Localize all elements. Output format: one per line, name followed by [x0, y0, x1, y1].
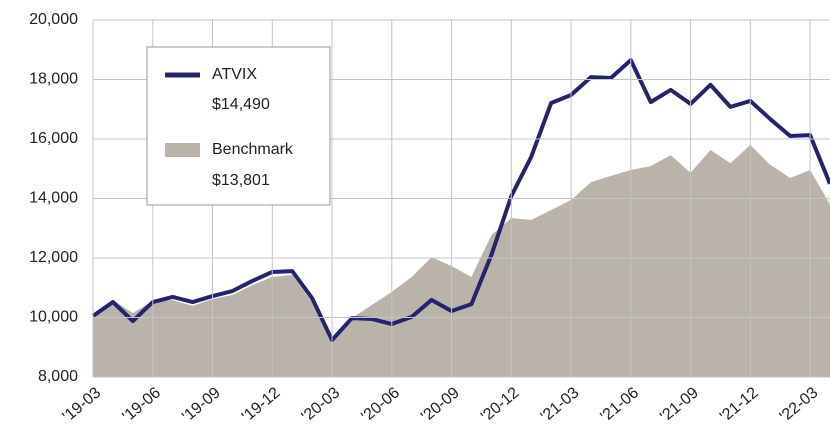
y-tick-label: 12,000: [29, 249, 78, 266]
legend-label: ATVIX: [212, 66, 257, 83]
x-tick-label: '19-03: [60, 384, 105, 425]
x-tick-label: '19-06: [119, 384, 164, 425]
legend-value: $14,490: [212, 96, 270, 113]
legend: ATVIX $14,490 Benchmark $13,801: [146, 46, 331, 206]
x-tick-label: '20-06: [358, 384, 403, 425]
x-tick-label: '19-12: [239, 384, 284, 425]
x-tick-label: '20-12: [478, 384, 523, 425]
x-tick-label: '21-12: [717, 384, 762, 425]
y-tick-label: 8,000: [38, 368, 78, 385]
marks: [91, 58, 830, 377]
y-tick-label: 16,000: [29, 130, 78, 147]
y-tick-label: 14,000: [29, 190, 78, 207]
y-tick-label: 18,000: [29, 71, 78, 88]
x-tick-label: '19-09: [179, 384, 224, 425]
legend-swatch: [165, 143, 200, 157]
y-tick-label: 10,000: [29, 309, 78, 326]
area: [93, 144, 830, 377]
x-tick-label: '21-03: [538, 384, 583, 425]
x-tick-label: '21-06: [597, 384, 642, 425]
line: [91, 58, 830, 343]
legend-value: $13,801: [212, 172, 270, 189]
x-tick-label: '20-03: [299, 384, 344, 425]
x-tick-label: '20-09: [418, 384, 463, 425]
x-tick-label: '21-09: [657, 384, 702, 425]
legend-label: Benchmark: [212, 141, 294, 158]
y-tick-label: 20,000: [29, 11, 78, 28]
x-tick-label: '22-03: [777, 384, 822, 425]
